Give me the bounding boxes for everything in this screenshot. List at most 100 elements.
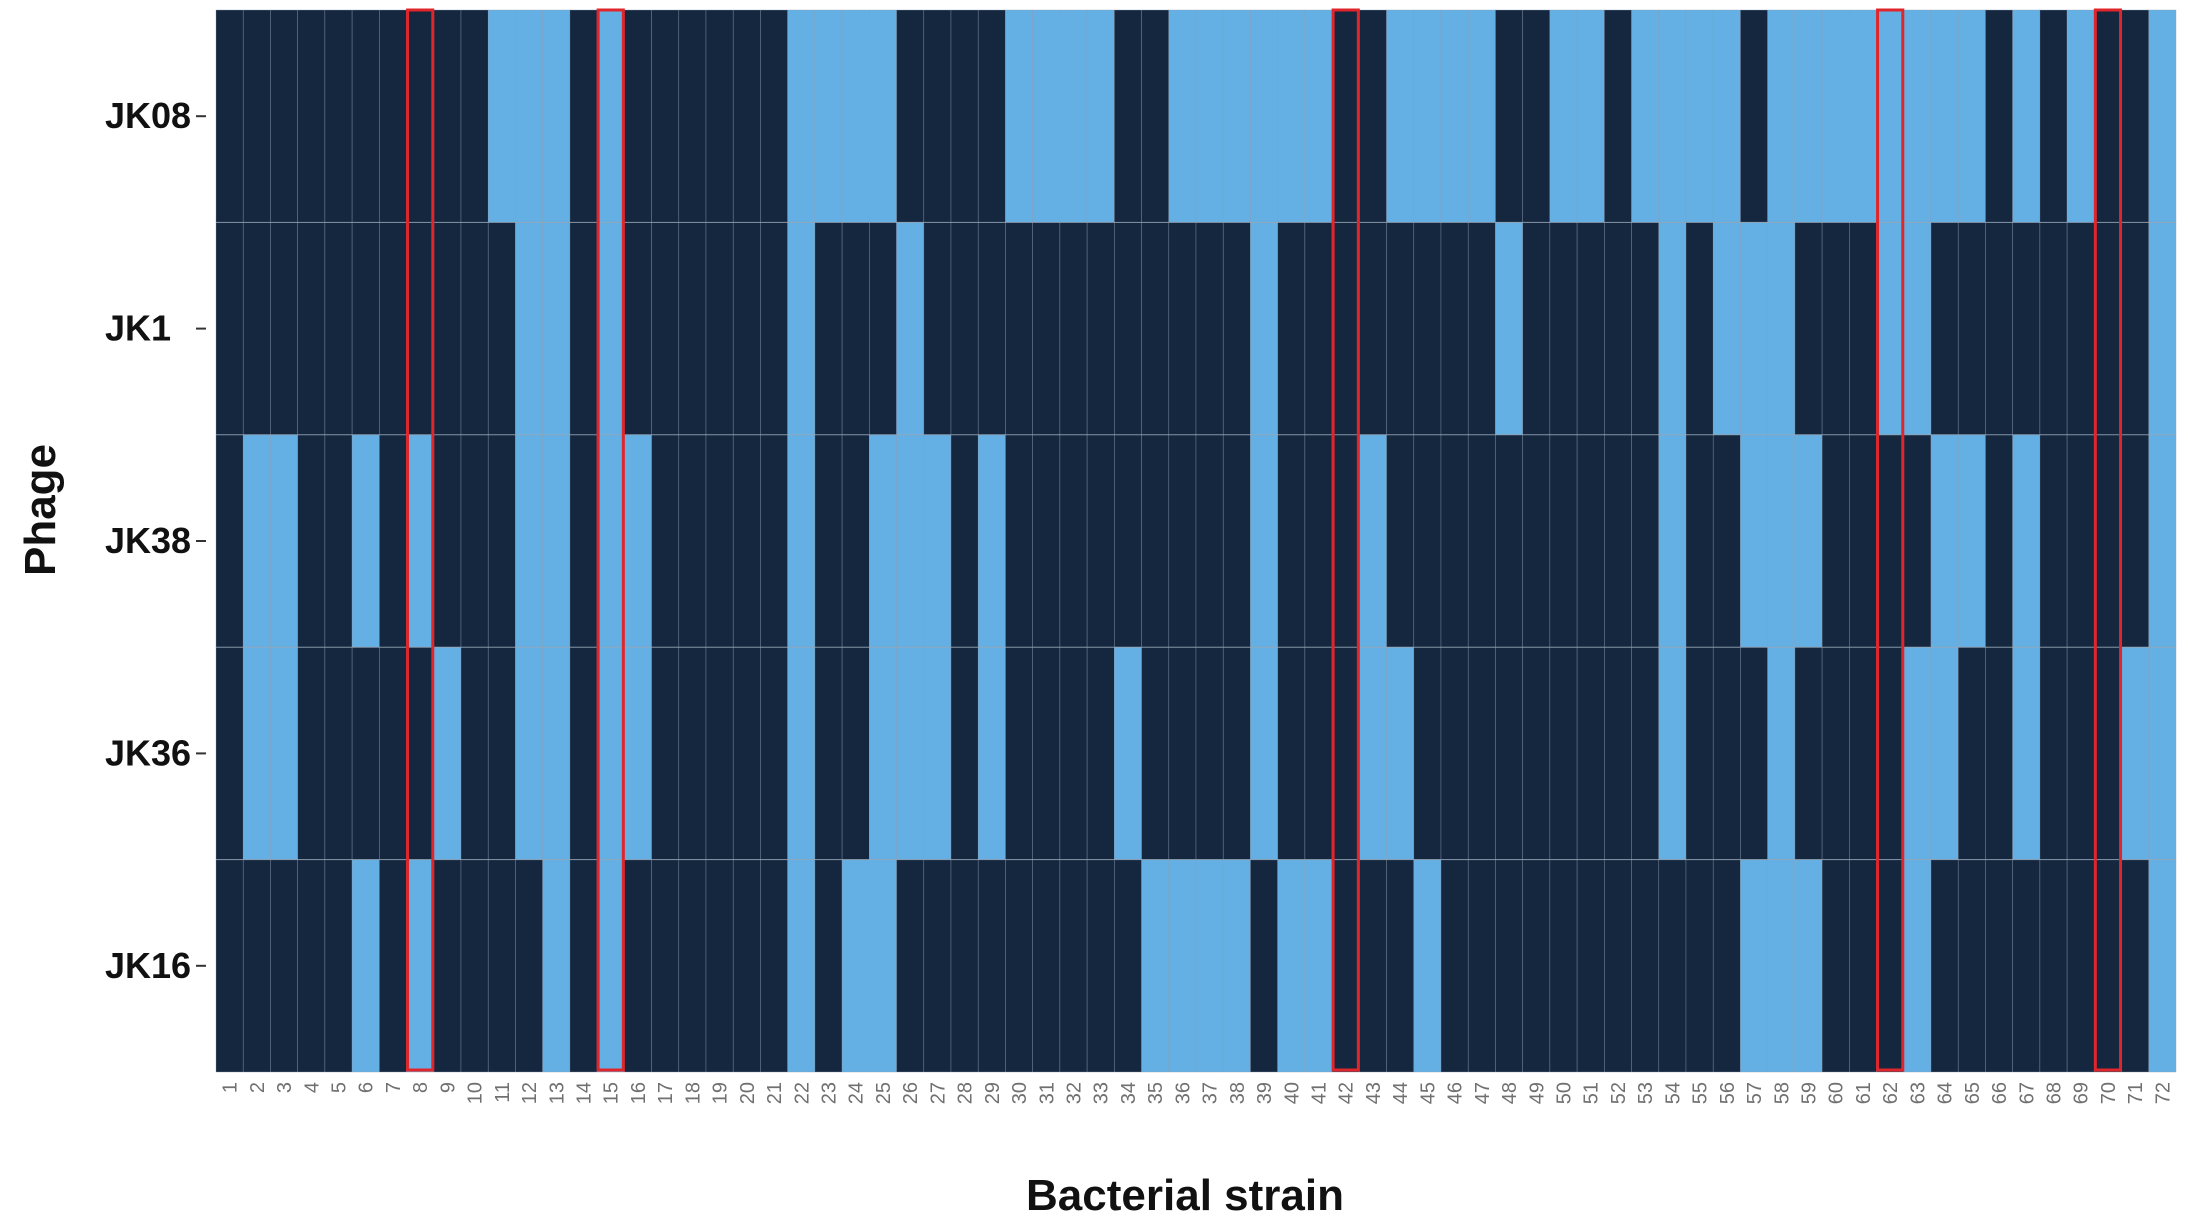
col-label-53: 53: [1635, 1082, 1657, 1104]
col-label-17: 17: [655, 1082, 677, 1104]
heatmap-cell-JK36-36: [1168, 646, 1197, 860]
heatmap-cell-JK1-17: [651, 222, 680, 436]
heatmap-cell-JK08-33: [1086, 9, 1115, 223]
col-label-45: 45: [1417, 1082, 1439, 1104]
col-label-46: 46: [1445, 1082, 1467, 1104]
col-label-30: 30: [1009, 1082, 1031, 1104]
row-label-JK16: JK16: [105, 945, 191, 986]
heatmap-cell-JK16-33: [1086, 859, 1115, 1073]
heatmap-cell-JK16-64: [1930, 859, 1959, 1073]
heatmap-cell-JK1-31: [1032, 222, 1061, 436]
col-label-18: 18: [682, 1082, 704, 1104]
heatmap-cell-JK36-71: [2121, 646, 2150, 860]
col-label-20: 20: [737, 1082, 759, 1104]
heatmap-cell-JK36-65: [1957, 646, 1986, 860]
heatmap-cell-JK16-16: [624, 859, 652, 1073]
heatmap-cell-JK38-62: [1876, 434, 1905, 648]
heatmap-cell-JK1-45: [1413, 222, 1442, 436]
heatmap-cell-JK08-69: [2066, 9, 2095, 223]
heatmap-cell-JK38-19: [705, 434, 734, 648]
col-label-5: 5: [329, 1082, 351, 1093]
heatmap-cell-JK1-52: [1604, 222, 1632, 436]
col-label-38: 38: [1227, 1082, 1249, 1104]
heatmap-cell-JK08-39: [1250, 9, 1278, 223]
col-label-55: 55: [1690, 1082, 1712, 1104]
heatmap-cell-JK36-48: [1495, 646, 1523, 860]
heatmap-cell-JK08-19: [705, 9, 734, 223]
col-label-69: 69: [2071, 1082, 2093, 1104]
heatmap-cell-JK36-42: [1331, 646, 1360, 860]
heatmap-cell-JK16-19: [705, 859, 734, 1073]
heatmap-cell-JK16-8: [406, 859, 435, 1073]
col-label-11: 11: [492, 1082, 514, 1103]
heatmap-cell-JK16-39: [1250, 859, 1278, 1073]
highlight-box-strain-15: [596, 8, 625, 1072]
heatmap-cell-JK38-22: [787, 434, 816, 648]
heatmap-cell-JK38-39: [1250, 434, 1278, 648]
col-label-26: 26: [900, 1082, 922, 1104]
row-label-JK08: JK08: [105, 95, 191, 136]
heatmap-cell-JK1-43: [1359, 222, 1387, 436]
col-label-72: 72: [2152, 1082, 2174, 1104]
heatmap-cell-JK1-28: [950, 222, 979, 436]
col-label-63: 63: [1907, 1082, 1929, 1104]
heatmap-cell-JK38-5: [324, 434, 353, 648]
heatmap-cell-JK36-22: [787, 646, 816, 860]
heatmap-cell-JK08-30: [1005, 9, 1033, 223]
row-separators: [216, 221, 2176, 861]
heatmap-cell-JK16-32: [1059, 859, 1088, 1073]
col-label-3: 3: [274, 1082, 296, 1093]
heatmap-cell-JK08-65: [1957, 9, 1986, 223]
heatmap-cell-JK36-41: [1304, 646, 1333, 860]
heatmap-cell-JK36-35: [1141, 646, 1170, 860]
col-label-71: 71: [2125, 1082, 2147, 1104]
heatmap-cell-JK1-66: [1985, 222, 2013, 436]
col-label-43: 43: [1363, 1082, 1385, 1104]
heatmap-cell-JK08-66: [1985, 9, 2013, 223]
heatmap-cell-JK16-36: [1168, 859, 1197, 1073]
col-label-49: 49: [1526, 1082, 1548, 1104]
heatmap-cell-JK1-40: [1277, 222, 1306, 436]
heatmap-cell-JK1-42: [1331, 222, 1360, 436]
heatmap-cell-JK38-4: [297, 434, 326, 648]
col-label-12: 12: [519, 1082, 541, 1104]
col-label-33: 33: [1091, 1082, 1113, 1104]
col-label-13: 13: [546, 1082, 568, 1104]
heatmap-cell-JK38-51: [1576, 434, 1605, 648]
heatmap-cell-JK08-20: [732, 9, 761, 223]
heatmap-cell-JK38-29: [977, 434, 1006, 648]
heatmap-cell-JK08-40: [1277, 9, 1306, 223]
heatmap-cell-JK16-34: [1114, 859, 1142, 1073]
heatmap-cell-JK16-58: [1767, 859, 1796, 1073]
highlight-box-strain-62: [1876, 8, 1905, 1072]
heatmap-cell-JK08-47: [1467, 9, 1496, 223]
heatmap-cell-JK38-61: [1849, 434, 1877, 648]
heatmap-cell-JK16-27: [923, 859, 952, 1073]
heatmap-cell-JK1-19: [705, 222, 734, 436]
heatmap-cell-JK1-60: [1821, 222, 1850, 436]
heatmap-cell-JK1-5: [324, 222, 353, 436]
heatmap-cell-JK16-45: [1413, 859, 1442, 1073]
heatmap-cell-JK36-56: [1712, 646, 1741, 860]
heatmap-cell-JK08-21: [760, 9, 788, 223]
heatmap-cell-JK08-59: [1794, 9, 1823, 223]
heatmap-cell-JK16-56: [1712, 859, 1741, 1073]
heatmap-cell-JK38-28: [950, 434, 979, 648]
heatmap-cell-JK38-30: [1005, 434, 1033, 648]
col-label-52: 52: [1608, 1082, 1630, 1104]
heatmap-cell-JK36-44: [1386, 646, 1415, 860]
heatmap-cell-JK36-46: [1440, 646, 1469, 860]
heatmap-cell-JK36-2: [242, 646, 271, 860]
heatmap-cell-JK1-36: [1168, 222, 1197, 436]
col-label-56: 56: [1717, 1082, 1739, 1104]
col-label-62: 62: [1880, 1082, 1902, 1104]
heatmap-cell-JK38-70: [2094, 434, 2122, 648]
heatmap-cell-JK16-59: [1794, 859, 1823, 1073]
heatmap-cell-JK1-7: [379, 222, 407, 436]
heatmap-cell-JK1-51: [1576, 222, 1605, 436]
heatmap-cell-JK38-57: [1740, 434, 1768, 648]
heatmap-cell-JK16-9: [433, 859, 462, 1073]
heatmap-cell-JK16-24: [841, 859, 870, 1073]
heatmap-cell-JK08-22: [787, 9, 816, 223]
